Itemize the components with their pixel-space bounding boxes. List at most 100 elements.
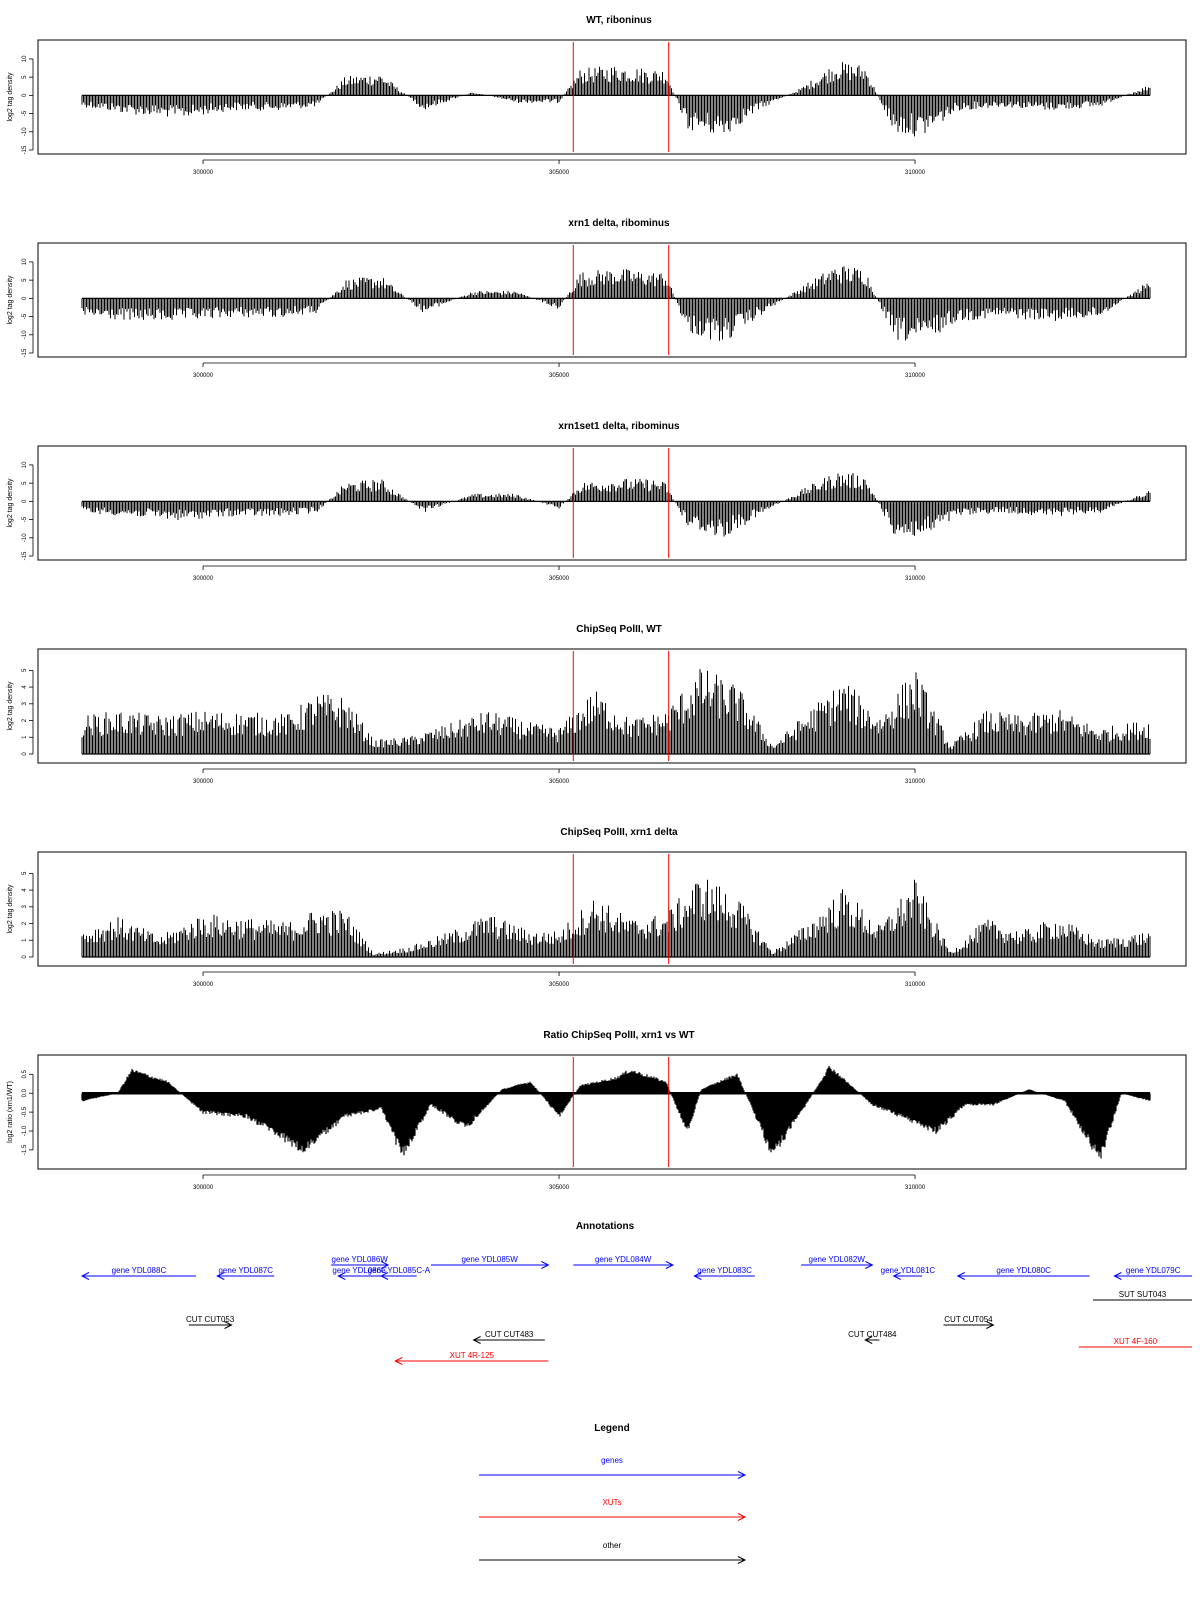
feature-label: gene YDL082W <box>809 1255 866 1264</box>
y-tick-label: -5 <box>22 516 28 522</box>
feature-label: gene YDL086C <box>332 1266 387 1275</box>
arrow-head <box>665 1261 675 1269</box>
feature-label: SUT SUT043 <box>1119 1290 1167 1299</box>
arrow-head <box>379 1272 389 1280</box>
annotation-feature: CUT CUT483 <box>472 1330 545 1344</box>
y-tick-label: 3 <box>22 701 28 705</box>
y-tick-label: -15 <box>22 145 28 154</box>
x-tick-label: 305000 <box>549 982 570 988</box>
panel-frame <box>37 242 1187 358</box>
annotations-title: Annotations <box>576 1221 635 1232</box>
data-bars <box>81 1066 1151 1159</box>
data-bars <box>81 473 1151 537</box>
y-tick-label: 2 <box>22 921 28 925</box>
x-tick-label: 305000 <box>549 576 570 582</box>
legend-label: XUTs <box>602 1498 621 1507</box>
y-tick-label: 10 <box>22 258 28 265</box>
legend-item: other <box>479 1541 747 1564</box>
annotations-track: Annotations gene YDL088C gene YDL087C gene … <box>80 1221 1192 1365</box>
y-tick-label: -0.5 <box>22 1106 28 1117</box>
x-tick-label: 300000 <box>193 576 214 582</box>
y-axis-label: log2 tag density <box>7 884 14 934</box>
feature-label: gene YDL087C <box>218 1266 273 1275</box>
arrow-head <box>337 1272 346 1280</box>
y-tick-label: 5 <box>22 278 28 282</box>
y-tick-label: -5 <box>22 313 28 319</box>
y-tick-label: 4 <box>22 888 28 892</box>
x-tick-label: 310000 <box>905 1185 926 1191</box>
annotation-feature: gene YDL088C <box>80 1266 196 1280</box>
arrow-head <box>80 1272 90 1280</box>
annotation-feature: gene YDL079C <box>1113 1266 1192 1280</box>
feature-label: gene YDL085W <box>461 1255 518 1264</box>
feature-label: gene YDL079C <box>1126 1266 1181 1275</box>
y-tick-label: -15 <box>22 348 28 357</box>
y-tick-label: 5 <box>22 871 28 875</box>
arrow-head <box>737 1471 747 1479</box>
x-tick-label: 300000 <box>193 170 214 176</box>
legend-label: other <box>603 1541 622 1550</box>
feature-label: CUT CUT053 <box>186 1315 235 1324</box>
y-axis-label: log2 tag density <box>7 72 14 122</box>
annotation-feature: CUT CUT053 <box>186 1315 235 1329</box>
x-tick-label: 305000 <box>549 170 570 176</box>
y-tick-label: 5 <box>22 75 28 79</box>
y-tick-label: -1.5 <box>22 1144 28 1155</box>
annotation-feature: SUT SUT043 <box>1093 1290 1192 1301</box>
y-tick-label: -10 <box>22 127 28 136</box>
legend-item: XUTs <box>479 1498 747 1521</box>
y-tick-label: -5 <box>22 110 28 116</box>
y-tick-label: 0 <box>22 296 28 300</box>
arrow-head <box>956 1272 965 1280</box>
panel-title: xrn1 delta, ribominus <box>568 218 670 229</box>
panel-frame <box>37 648 1187 764</box>
annotation-feature: CUT CUT054 <box>943 1315 995 1329</box>
panel-frame <box>37 851 1187 967</box>
y-axis-label: log2 tag density <box>7 681 14 731</box>
x-tick-label: 310000 <box>905 779 926 785</box>
y-tick-label: 0 <box>22 93 28 97</box>
feature-label: XUT 4R-125 <box>450 1351 495 1360</box>
arrow-head <box>864 1336 873 1344</box>
feature-label: gene YDL084W <box>595 1255 652 1264</box>
panel-title: Ratio ChipSeq PolII, xrn1 vs WT <box>543 1030 694 1041</box>
arrow-head <box>737 1556 747 1564</box>
x-tick-label: 300000 <box>193 779 214 785</box>
arrow-head <box>394 1357 403 1365</box>
panel-frame <box>37 39 1187 155</box>
annotation-feature: gene YDL086W <box>331 1255 390 1269</box>
annotation-feature: gene YDL087C <box>216 1266 275 1280</box>
annotation-feature: XUT 4F-160 <box>1078 1337 1192 1348</box>
feature-label: CUT CUT484 <box>848 1330 897 1339</box>
arrow-head <box>380 1261 390 1269</box>
x-tick-label: 310000 <box>905 576 926 582</box>
legend-label: genes <box>601 1456 623 1465</box>
chart-panel: xrn1set1 delta, ribominus -15 -10 -5 0 5 10 log… <box>7 421 1187 582</box>
arrow-head <box>541 1261 550 1269</box>
y-tick-label: -1.0 <box>22 1125 28 1136</box>
chart-panel: WT, riboninus -15 -10 -5 0 5 10 log2 tag densit… <box>7 15 1187 176</box>
annotation-feature: gene YDL083C <box>693 1266 755 1280</box>
x-tick-label: 310000 <box>905 373 926 379</box>
panel-title: WT, riboninus <box>586 15 652 26</box>
annotation-feature: gene YDL084W <box>573 1255 675 1269</box>
feature-label: gene YDL085C-A <box>368 1266 431 1275</box>
x-tick-label: 310000 <box>905 982 926 988</box>
arrow-head <box>865 1261 874 1269</box>
annotation-feature: gene YDL080C <box>956 1266 1090 1280</box>
annotation-feature: gene YDL085W <box>430 1255 550 1269</box>
y-tick-label: -15 <box>22 551 28 560</box>
data-bars <box>81 266 1151 341</box>
chart-panel: ChipSeq PolII, xrn1 delta 0 1 2 3 4 5 log2 tag … <box>7 827 1187 988</box>
y-tick-label: 0 <box>22 499 28 503</box>
y-axis-label: log2 ratio (xrn1/WT) <box>7 1081 14 1143</box>
y-tick-label: 0.5 <box>22 1070 28 1079</box>
arrow-head <box>986 1321 995 1329</box>
arrow-head <box>224 1321 233 1329</box>
x-tick-label: 310000 <box>905 170 926 176</box>
feature-label: CUT CUT054 <box>944 1315 993 1324</box>
feature-label: gene YDL083C <box>697 1266 752 1275</box>
panel-title: ChipSeq PolII, WT <box>576 624 662 635</box>
annotation-feature: gene YDL086C <box>332 1266 387 1280</box>
y-tick-label: 5 <box>22 668 28 672</box>
